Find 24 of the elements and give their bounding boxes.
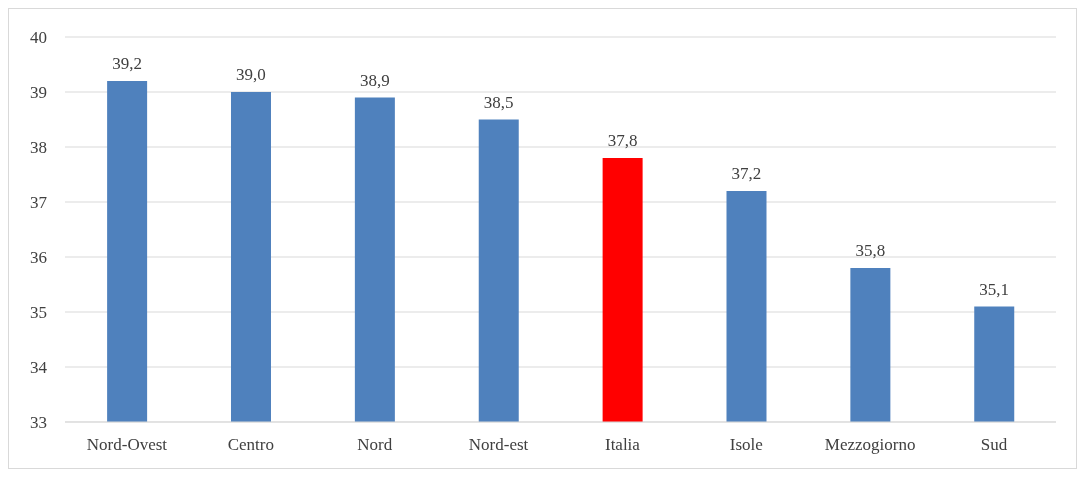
- y-tick-label: 33: [30, 413, 47, 433]
- x-tick-label: Centro: [227, 435, 274, 455]
- x-tick-label: Nord-Ovest: [86, 435, 168, 455]
- y-tick-label: 36: [30, 248, 47, 268]
- x-tick-label: Mezzogiorno: [824, 435, 916, 455]
- y-tick-label: 38: [30, 138, 47, 158]
- y-tick-label: 35: [30, 303, 47, 323]
- y-tick-label: 37: [30, 193, 48, 213]
- data-label: 39,0: [236, 65, 266, 84]
- y-tick-label: 40: [30, 28, 47, 48]
- y-tick-label: 34: [30, 358, 48, 378]
- x-tick-label: Nord-est: [468, 435, 529, 455]
- data-label: 38,5: [483, 92, 514, 112]
- data-label: 35,1: [979, 279, 1010, 299]
- data-label: 38,9: [359, 70, 390, 90]
- data-label: 37,8: [607, 131, 638, 150]
- x-tick-label: Isole: [729, 435, 763, 455]
- data-label: 35,8: [855, 241, 886, 260]
- x-tick-label: Italia: [604, 435, 641, 455]
- x-tick-label: Sud: [980, 435, 1008, 455]
- x-tick-label: Nord: [357, 435, 393, 455]
- y-tick-label: 39: [30, 83, 47, 103]
- data-label: 37,2: [731, 164, 762, 183]
- data-label: 39,2: [112, 54, 142, 73]
